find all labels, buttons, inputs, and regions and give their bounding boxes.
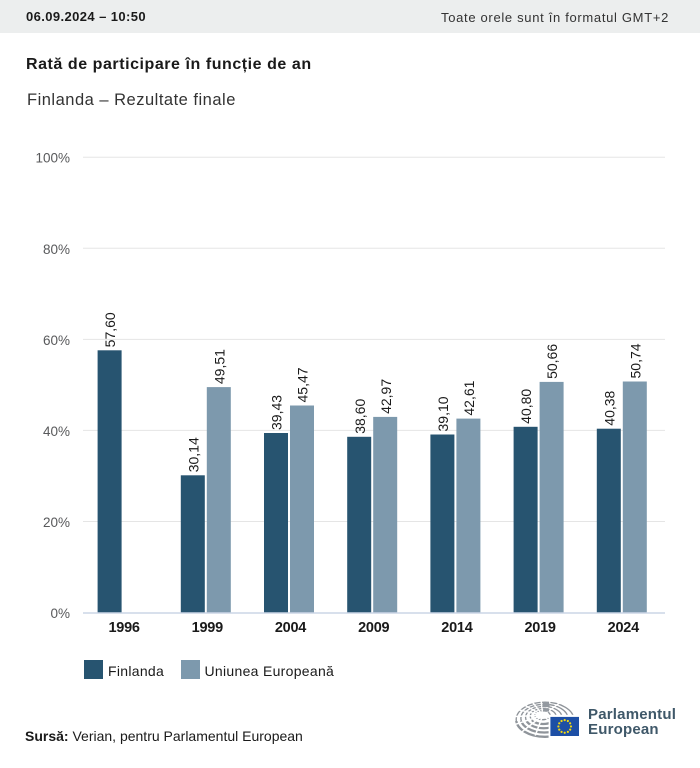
svg-text:50,74: 50,74 <box>627 343 643 378</box>
svg-text:40,80: 40,80 <box>518 389 534 424</box>
svg-text:0%: 0% <box>50 606 70 621</box>
svg-text:2014: 2014 <box>441 620 472 636</box>
svg-text:2004: 2004 <box>275 620 306 636</box>
svg-text:60%: 60% <box>43 333 70 348</box>
svg-text:42,97: 42,97 <box>378 379 394 414</box>
svg-text:39,10: 39,10 <box>435 396 451 431</box>
svg-text:2009: 2009 <box>358 620 389 636</box>
svg-text:1999: 1999 <box>192 620 223 636</box>
svg-text:42,61: 42,61 <box>461 380 477 415</box>
svg-text:39,43: 39,43 <box>269 395 285 430</box>
svg-text:49,51: 49,51 <box>211 349 227 384</box>
svg-text:40%: 40% <box>43 424 70 439</box>
svg-text:80%: 80% <box>43 242 70 257</box>
svg-text:30,14: 30,14 <box>185 437 201 472</box>
svg-text:50,66: 50,66 <box>544 344 560 379</box>
svg-text:2019: 2019 <box>524 620 555 636</box>
svg-text:100%: 100% <box>35 151 70 166</box>
svg-text:57,60: 57,60 <box>102 312 118 347</box>
svg-text:40,38: 40,38 <box>601 390 617 425</box>
svg-text:20%: 20% <box>43 515 70 530</box>
svg-text:1996: 1996 <box>108 620 139 636</box>
svg-text:38,60: 38,60 <box>352 399 368 434</box>
svg-text:2024: 2024 <box>608 620 639 636</box>
svg-text:45,47: 45,47 <box>295 367 311 402</box>
